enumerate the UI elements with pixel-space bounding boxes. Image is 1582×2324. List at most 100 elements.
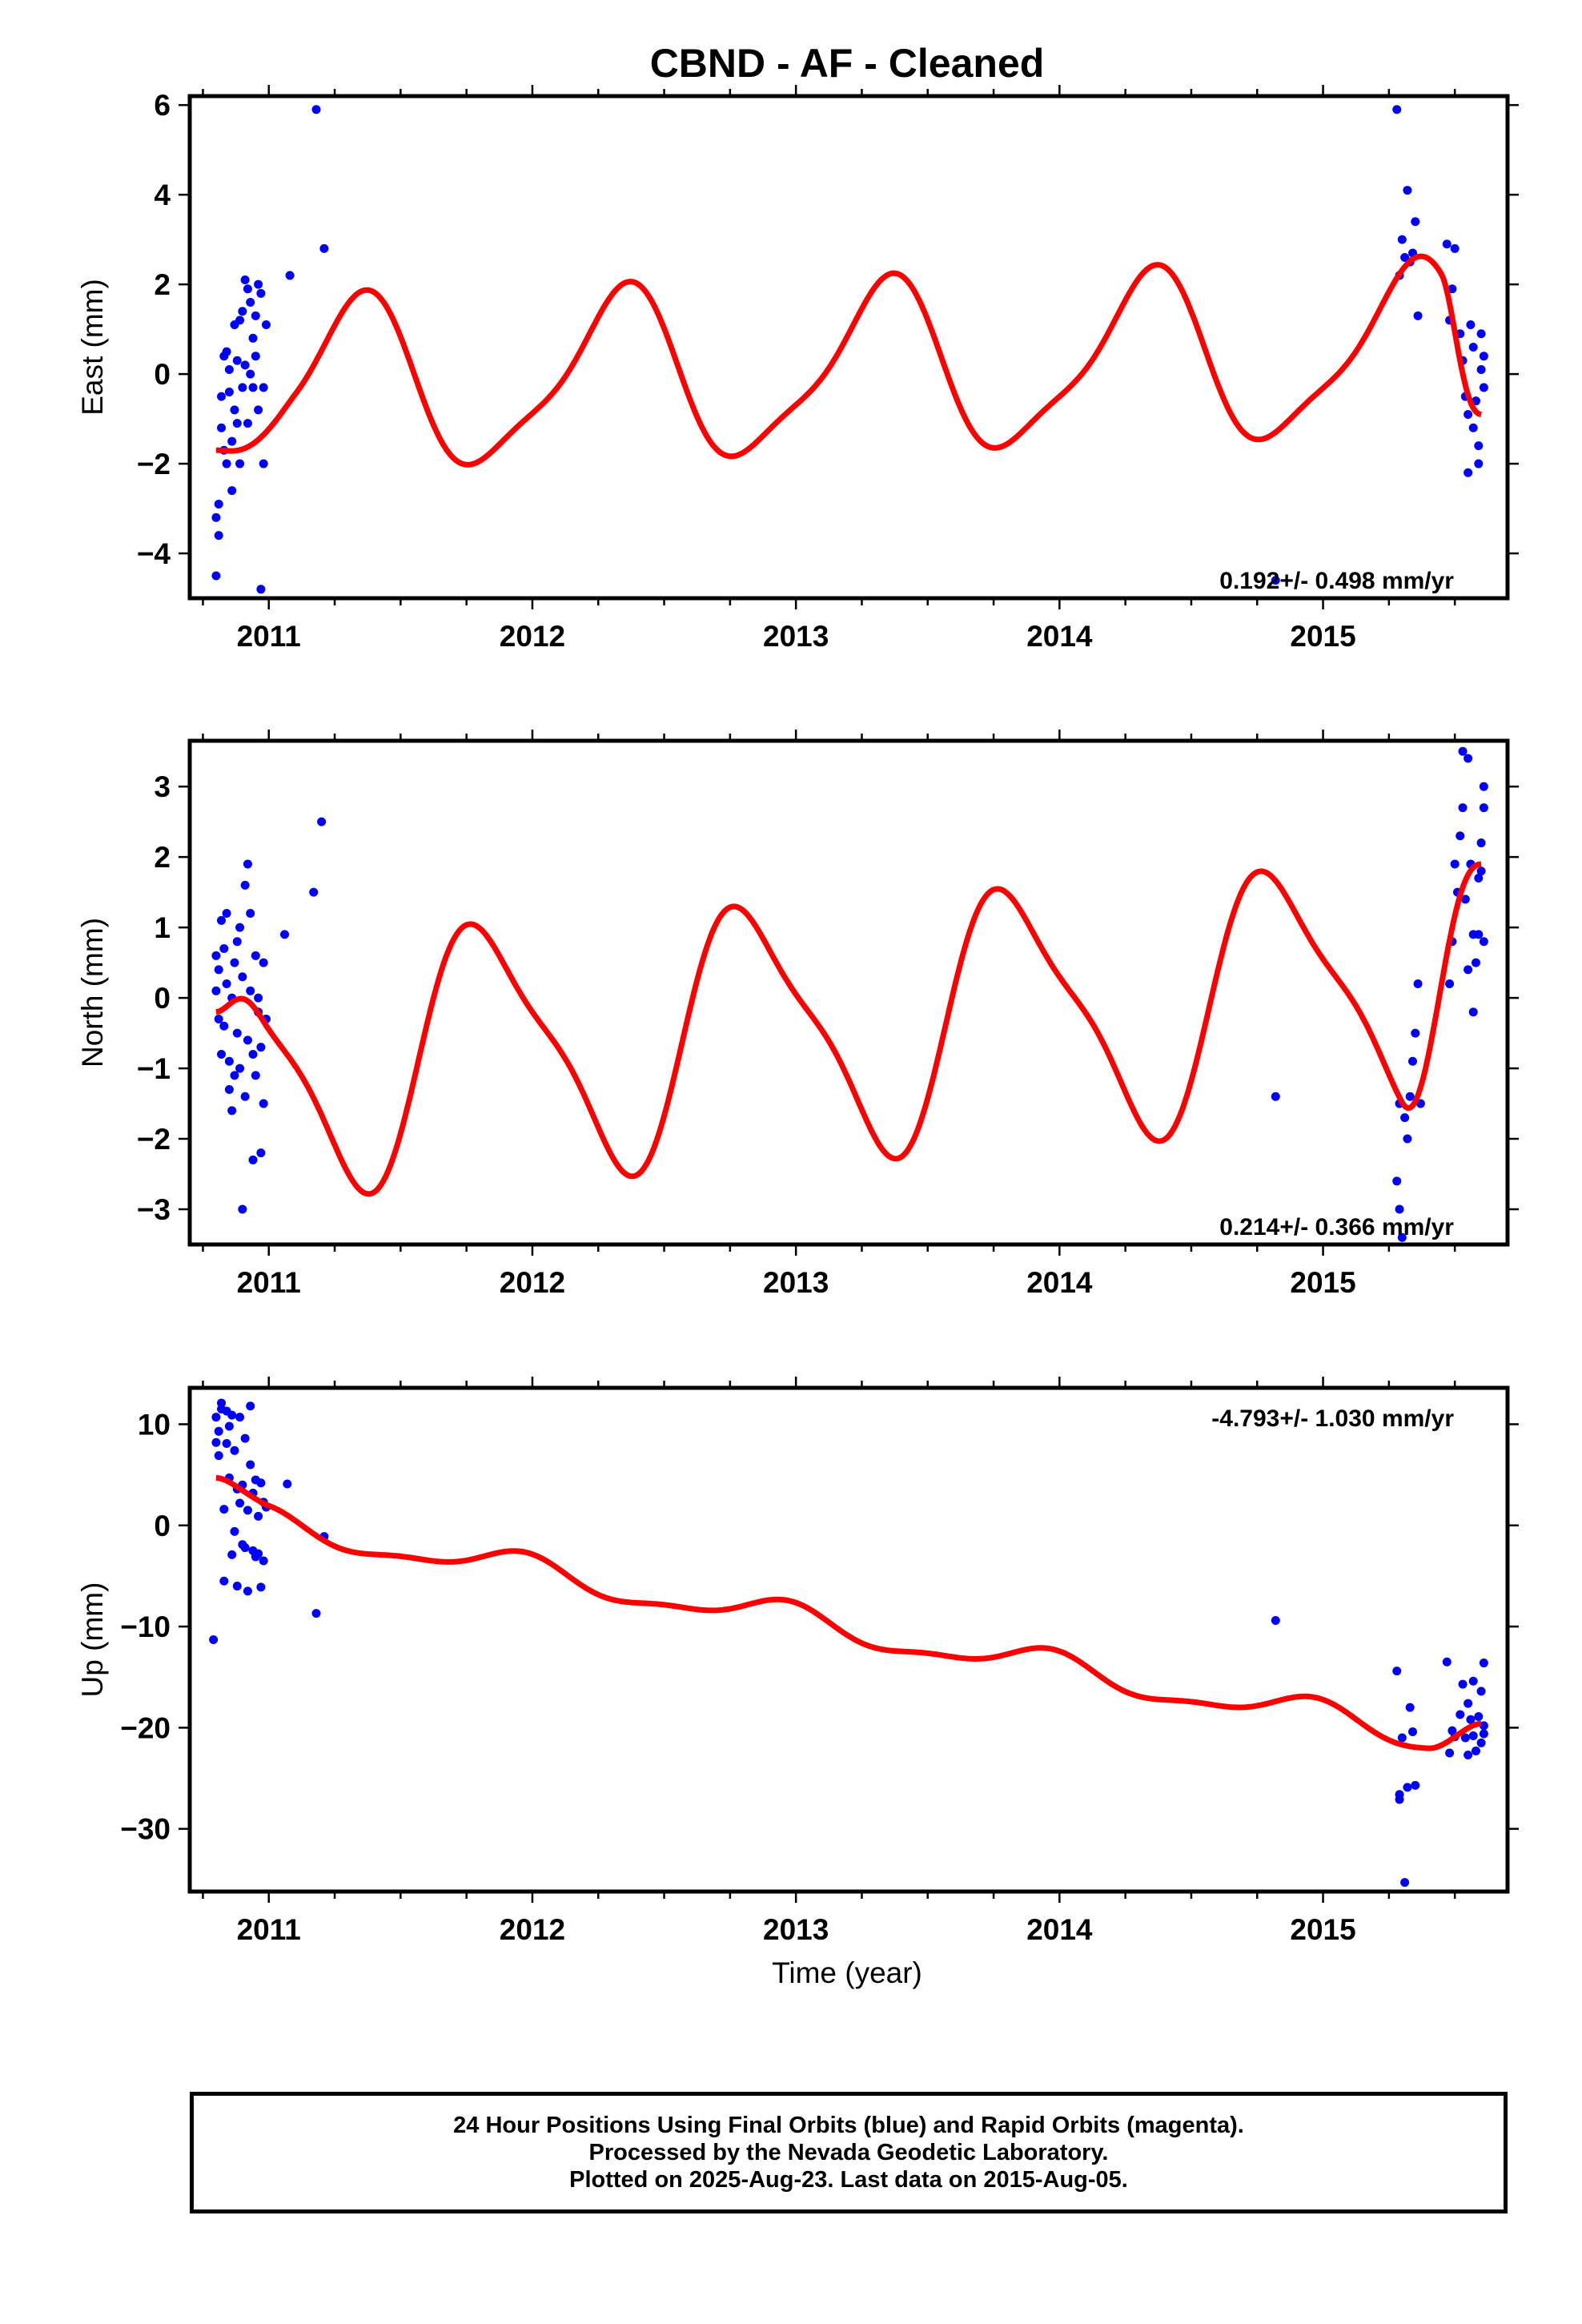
up-data-point bbox=[256, 1582, 266, 1592]
north-data-point bbox=[214, 1014, 223, 1023]
east-x-tick-label: 2012 bbox=[500, 620, 565, 653]
east-data-point bbox=[238, 307, 247, 316]
up-x-tick-label: 2011 bbox=[237, 1913, 301, 1946]
east-data-point bbox=[1450, 243, 1460, 253]
north-y-tick-label: −1 bbox=[137, 1052, 171, 1085]
north-y-tick-label: 3 bbox=[154, 770, 171, 803]
north-data-point bbox=[1450, 859, 1460, 869]
north-data-point bbox=[243, 859, 252, 869]
chart-title: CBND - AF - Cleaned bbox=[650, 41, 1045, 86]
up-data-point bbox=[1405, 1703, 1415, 1712]
north-axes-frame bbox=[187, 738, 1510, 1247]
east-data-point bbox=[1447, 284, 1457, 294]
east-data-point bbox=[251, 311, 260, 320]
north-data-point bbox=[1479, 782, 1488, 791]
up-data-point bbox=[254, 1549, 263, 1558]
up-data-point bbox=[214, 1451, 223, 1461]
north-data-point bbox=[254, 993, 263, 1003]
north-x-tick-label: 2015 bbox=[1290, 1266, 1355, 1299]
north-data-point bbox=[280, 930, 290, 939]
footer-line-1: 24 Hour Positions Using Final Orbits (bl… bbox=[453, 2113, 1244, 2138]
up-data-point bbox=[1479, 1729, 1488, 1739]
up-data-point bbox=[246, 1401, 255, 1411]
east-data-point bbox=[1476, 329, 1486, 339]
north-points bbox=[211, 746, 1488, 1242]
east-data-point bbox=[1413, 311, 1423, 320]
east-data-point bbox=[240, 360, 250, 370]
north-data-point bbox=[1479, 803, 1488, 813]
north-data-point bbox=[1403, 1134, 1412, 1144]
up-data-point bbox=[1474, 1711, 1484, 1721]
north-x-tick-label: 2011 bbox=[237, 1266, 301, 1299]
north-y-tick-label: 0 bbox=[154, 982, 171, 1015]
east-data-point bbox=[211, 513, 221, 522]
east-data-point bbox=[214, 531, 223, 541]
east-data-point bbox=[227, 486, 237, 496]
north-data-point bbox=[1464, 965, 1473, 975]
up-y-tick-label: 10 bbox=[138, 1408, 171, 1441]
up-data-point bbox=[240, 1433, 250, 1443]
north-data-point bbox=[224, 1056, 234, 1066]
up-data-point bbox=[1464, 1750, 1473, 1759]
north-data-point bbox=[1411, 1028, 1420, 1038]
up-data-point bbox=[240, 1543, 250, 1553]
north-data-point bbox=[227, 1106, 237, 1116]
up-data-point bbox=[1407, 1727, 1417, 1736]
east-data-point bbox=[235, 316, 245, 325]
east-axes-frame bbox=[187, 94, 1510, 601]
north-data-point bbox=[232, 1028, 242, 1038]
north-data-point bbox=[1458, 803, 1468, 813]
north-data-point bbox=[240, 1092, 250, 1101]
up-data-point bbox=[1458, 1679, 1468, 1689]
footer-line-3: Plotted on 2025-Aug-23. Last data on 201… bbox=[569, 2167, 1128, 2193]
north-data-point bbox=[1397, 1232, 1407, 1242]
north-x-tick-label: 2013 bbox=[763, 1266, 829, 1299]
north-data-point bbox=[235, 1063, 245, 1073]
east-data-point bbox=[248, 383, 258, 392]
up-data-point bbox=[243, 1586, 252, 1596]
east-data-point bbox=[259, 459, 268, 468]
east-data-point bbox=[1271, 576, 1280, 585]
east-points bbox=[211, 105, 1488, 594]
up-data-point bbox=[230, 1445, 239, 1455]
north-x-tick-label: 2012 bbox=[500, 1266, 565, 1299]
north-data-point bbox=[1456, 831, 1465, 841]
up-data-point bbox=[1468, 1676, 1478, 1686]
up-axes-frame bbox=[187, 1385, 1510, 1894]
up-data-point bbox=[1471, 1746, 1480, 1755]
east-x-tick-label: 2013 bbox=[763, 620, 829, 653]
up-data-point bbox=[235, 1498, 245, 1508]
north-data-point bbox=[248, 1155, 258, 1164]
north-data-point bbox=[251, 951, 260, 960]
north-data-point bbox=[219, 944, 229, 954]
north-data-point bbox=[238, 972, 247, 982]
up-points bbox=[209, 1398, 1488, 1888]
east-data-point bbox=[214, 499, 223, 509]
east-data-point bbox=[217, 423, 227, 432]
east-data-point bbox=[227, 436, 237, 446]
up-data-point bbox=[259, 1556, 268, 1566]
east-data-point bbox=[1466, 320, 1476, 330]
up-data-point bbox=[1476, 1738, 1486, 1747]
up-model-line bbox=[215, 1474, 1482, 1751]
north-data-point bbox=[1413, 979, 1423, 989]
north-rate-label: 0.214+/- 0.366 mm/yr bbox=[1219, 1214, 1454, 1240]
north-data-point bbox=[317, 817, 327, 826]
east-x-tick-label: 2014 bbox=[1026, 620, 1093, 653]
east-data-point bbox=[1392, 105, 1402, 115]
east-data-point bbox=[1464, 468, 1473, 477]
up-data-point bbox=[219, 1505, 229, 1514]
east-data-point bbox=[1479, 352, 1488, 361]
east-y-tick-label: 0 bbox=[154, 358, 171, 391]
east-data-point bbox=[1442, 239, 1452, 249]
footer-line-2: Processed by the Nevada Geodetic Laborat… bbox=[588, 2140, 1109, 2165]
north-data-point bbox=[1479, 937, 1488, 947]
up-data-point bbox=[235, 1413, 245, 1422]
north-data-point bbox=[256, 1148, 266, 1158]
north-data-point bbox=[1458, 746, 1468, 756]
north-model-line bbox=[215, 861, 1482, 1197]
north-data-point bbox=[251, 1071, 260, 1080]
north-data-point bbox=[214, 965, 223, 975]
up-data-point bbox=[1395, 1795, 1404, 1804]
